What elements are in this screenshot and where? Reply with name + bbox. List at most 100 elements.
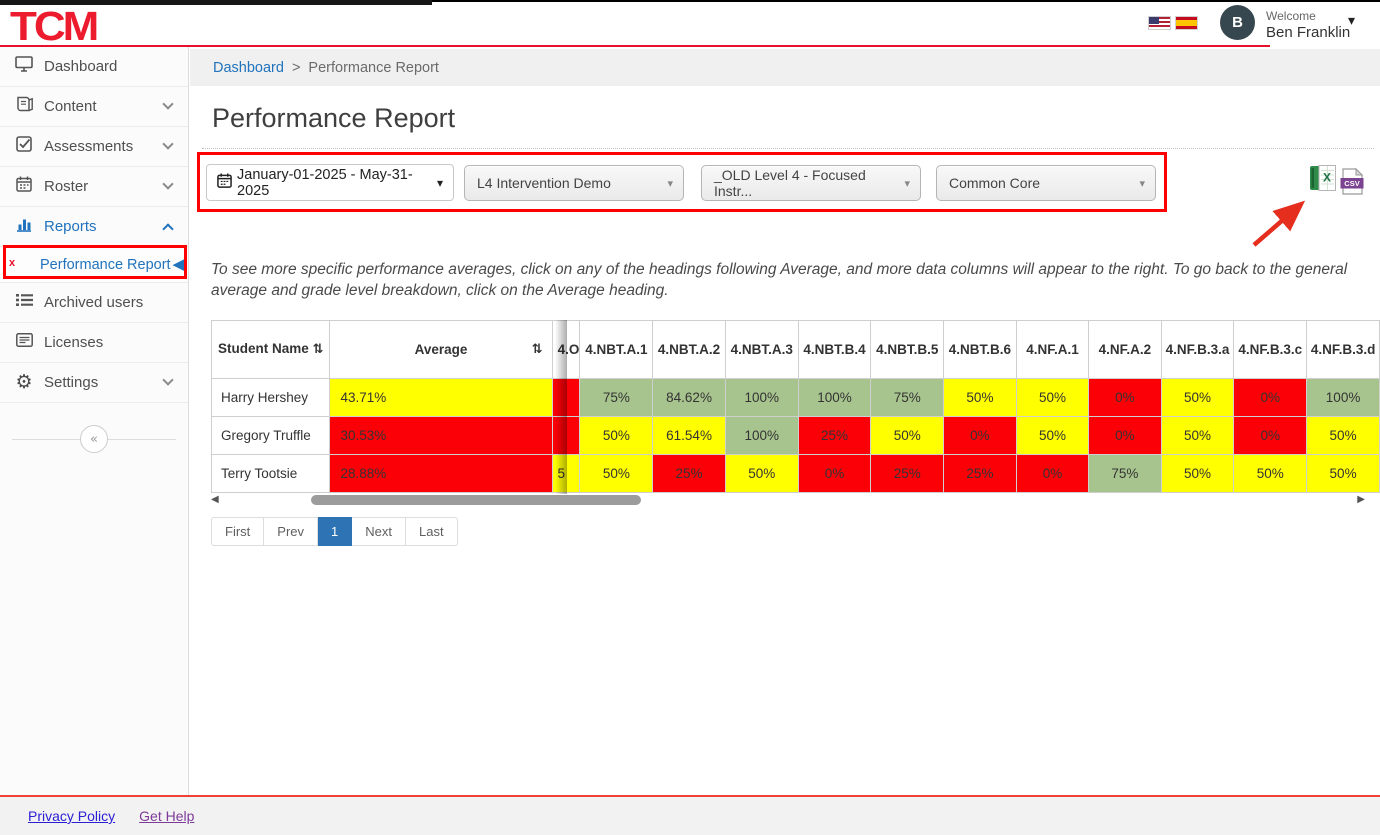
performance-table-wrap: Student Name ⇅ Average ⇅ 4.O 4.NBT.A.1 4.… [210, 320, 1380, 494]
score-cell: 50% [1233, 454, 1308, 493]
get-help-link[interactable]: Get Help [139, 808, 195, 824]
column-header-partial[interactable]: 4.O [551, 320, 581, 379]
score-cell: 0% [1015, 454, 1090, 493]
sidebar-item-reports[interactable]: Reports [0, 207, 188, 247]
table-row: Harry Hershey 43.71% 75% 84.62% 100% 100… [210, 378, 1380, 417]
checkbox-icon [14, 136, 34, 157]
instruction-text: To see more specific performance average… [211, 261, 1348, 299]
pagination-page-1-button[interactable]: 1 [318, 517, 353, 546]
horizontal-scrollbar[interactable]: ◀ ▶ [211, 494, 1369, 506]
score-cell: 50% [1160, 454, 1235, 493]
column-header-standard[interactable]: 4.NBT.B.5 [870, 320, 945, 379]
top-bar-fragment [0, 0, 432, 5]
scroll-left-icon[interactable]: ◀ [211, 494, 219, 505]
sort-icon[interactable]: ⇅ [312, 342, 324, 357]
score-cell: 75% [1088, 454, 1162, 493]
column-header-standard[interactable]: 4.NBT.A.1 [579, 320, 654, 379]
sidebar-collapse-button[interactable]: « [80, 425, 108, 453]
score-cell: 50% [1015, 416, 1090, 455]
scrollbar-thumb[interactable] [311, 495, 641, 505]
sidebar-item-archived-users[interactable]: Archived users [0, 283, 188, 323]
header-red-divider [0, 45, 1270, 47]
pagination-first-button[interactable]: First [211, 517, 265, 546]
column-header-standard[interactable]: 4.NF.B.3.c [1233, 320, 1308, 379]
gear-icon: ⚙ [15, 371, 33, 393]
sort-icon[interactable]: ⇅ [531, 342, 543, 357]
monitor-icon [14, 56, 34, 77]
caret-down-icon: ▾ [1139, 176, 1145, 190]
date-range-button[interactable]: January-01-2025 - May-31-2025 ▾ [206, 164, 454, 201]
page-title: Performance Report [212, 103, 456, 133]
sidebar-item-label: Roster [44, 178, 89, 195]
column-header-standard[interactable]: 4.NBT.B.4 [797, 320, 872, 379]
standards-set-dropdown[interactable]: Common Core ▾ [936, 165, 1156, 201]
list-icon [14, 293, 34, 312]
pagination-next-button[interactable]: Next [352, 517, 406, 546]
score-cell: 50% [1306, 416, 1380, 455]
user-menu-caret-icon[interactable]: ▾ [1348, 13, 1356, 29]
column-header-average[interactable]: Average ⇅ [329, 320, 553, 379]
sidebar-item-assessments[interactable]: Assessments [0, 127, 188, 167]
tcm-logo: TCM [10, 4, 99, 50]
sidebar-item-dashboard[interactable]: Dashboard [0, 47, 188, 87]
chevron-up-icon [162, 223, 174, 235]
table-row: Terry Tootsie 28.88% 5 50% 25% 50% 0% 25… [210, 454, 1380, 493]
chevron-down-icon [162, 138, 174, 150]
sidebar-item-label: Dashboard [44, 58, 118, 75]
sidebar-item-label: Archived users [44, 294, 144, 311]
main-content: Dashboard > Performance Report Performan… [190, 47, 1380, 795]
sidebar-item-label: Content [44, 98, 97, 115]
column-header-standard[interactable]: 4.NF.A.1 [1015, 320, 1090, 379]
spain-flag-icon[interactable] [1175, 16, 1198, 30]
sidebar: Dashboard Content Assessments Roster [0, 47, 189, 795]
us-flag-icon[interactable] [1148, 16, 1171, 30]
sidebar-item-label: Settings [44, 374, 99, 391]
top-divider [0, 0, 1380, 2]
column-header-standard[interactable]: 4.NBT.A.3 [724, 320, 799, 379]
caret-down-icon: ▾ [667, 176, 673, 190]
class-group-dropdown[interactable]: L4 Intervention Demo ▾ [464, 165, 684, 201]
avatar[interactable]: B [1220, 5, 1255, 40]
sidebar-item-performance-report[interactable]: x Performance Report ◀ [0, 245, 188, 283]
excel-export-icon[interactable]: X [1309, 164, 1337, 197]
column-header-standard[interactable]: 4.NF.B.3.a [1160, 320, 1235, 379]
sidebar-subitem-label: Performance Report [40, 256, 171, 273]
chevron-down-icon [162, 98, 174, 110]
date-range-value: January-01-2025 - May-31-2025 [237, 166, 413, 199]
sidebar-item-content[interactable]: Content [0, 87, 188, 127]
score-cell: 50% [579, 416, 654, 455]
score-cell: 75% [870, 378, 945, 417]
column-header-standard[interactable]: 4.NF.B.3.d [1306, 320, 1380, 379]
score-cell: 50% [943, 378, 1017, 417]
score-cell: 75% [579, 378, 654, 417]
content-level-dropdown[interactable]: _OLD Level 4 - Focused Instr... ▾ [701, 165, 921, 201]
pagination-last-button[interactable]: Last [405, 517, 458, 546]
score-cell: 0% [797, 454, 872, 493]
user-name: Ben Franklin [1266, 24, 1351, 41]
sidebar-item-licenses[interactable]: Licenses [0, 323, 188, 363]
breadcrumb-separator: > [291, 59, 301, 76]
book-icon [14, 96, 34, 117]
content-level-value: _OLD Level 4 - Focused Instr... [714, 167, 866, 199]
score-cell: 100% [797, 378, 872, 417]
csv-export-icon[interactable]: CSV [1340, 167, 1364, 200]
caret-down-icon: ▾ [436, 175, 443, 190]
breadcrumb-dashboard-link[interactable]: Dashboard [213, 59, 284, 76]
column-header-student-name[interactable]: Student Name ⇅ [210, 320, 331, 379]
pagination-prev-button[interactable]: Prev [264, 517, 319, 546]
sidebar-item-settings[interactable]: ⚙ Settings [0, 363, 188, 403]
privacy-policy-link[interactable]: Privacy Policy [28, 808, 116, 824]
standards-set-value: Common Core [949, 175, 1041, 191]
score-cell: 5 [551, 454, 581, 493]
average-cell: 43.71% [329, 378, 553, 417]
score-cell: 50% [1306, 454, 1380, 493]
column-header-standard[interactable]: 4.NBT.A.2 [652, 320, 726, 379]
score-cell: 0% [1088, 378, 1162, 417]
sidebar-item-roster[interactable]: Roster [0, 167, 188, 207]
column-header-standard[interactable]: 4.NF.A.2 [1088, 320, 1162, 379]
scroll-right-icon[interactable]: ▶ [1357, 494, 1365, 505]
sidebar-item-label: Licenses [44, 334, 104, 351]
score-cell: 50% [1160, 416, 1235, 455]
column-header-standard[interactable]: 4.NBT.B.6 [943, 320, 1017, 379]
